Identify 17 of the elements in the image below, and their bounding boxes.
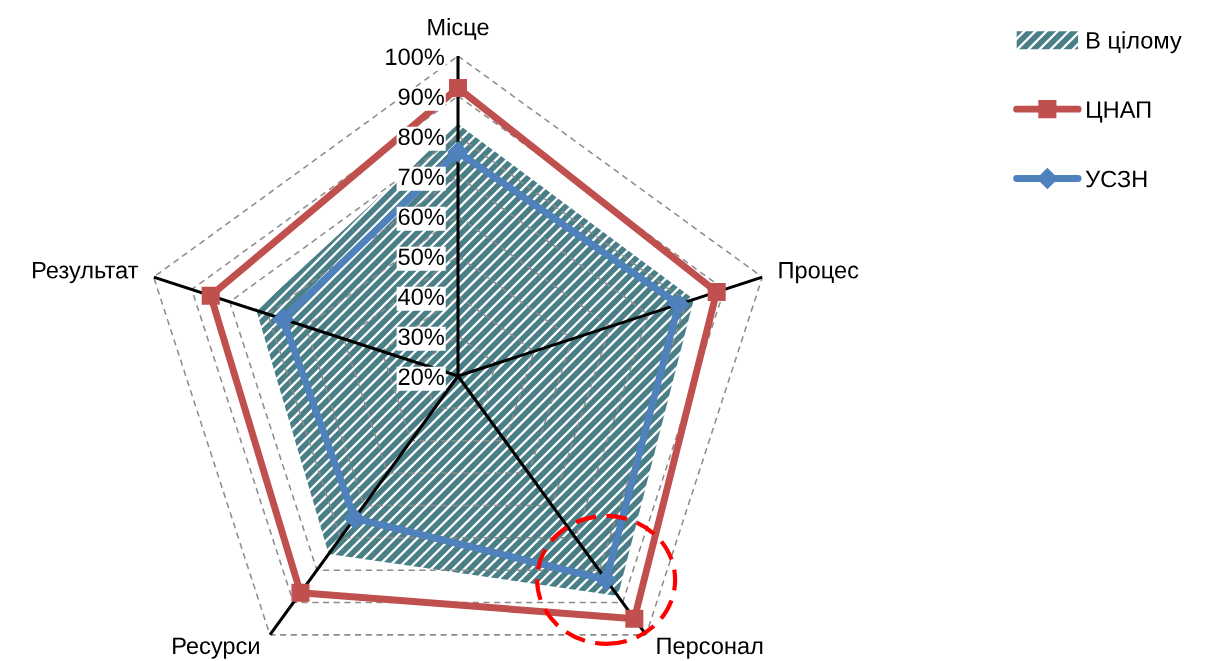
y-tick-label: 20% [398, 368, 444, 386]
legend-label: ЦНАП [1087, 101, 1151, 123]
spoke-label: Персонал [657, 637, 763, 659]
y-tick-label: 80% [398, 128, 444, 146]
spoke-label: Ресурси [173, 637, 259, 659]
spoke-label: Результат [33, 262, 139, 284]
y-tick-label: 70% [398, 168, 444, 186]
spoke-label: Процес [779, 262, 859, 284]
y-tick-label: 50% [398, 248, 444, 266]
legend-label: УСЗН [1085, 170, 1147, 188]
y-tick-label: 100% [386, 48, 444, 66]
y-tick-label: 40% [398, 288, 444, 306]
spoke-label: Місце [428, 18, 489, 40]
legend-label: В цілому [1087, 31, 1182, 54]
y-tick-label: 90% [398, 88, 444, 106]
y-tick-label: 30% [398, 328, 444, 346]
y-tick-label: 60% [398, 208, 444, 226]
